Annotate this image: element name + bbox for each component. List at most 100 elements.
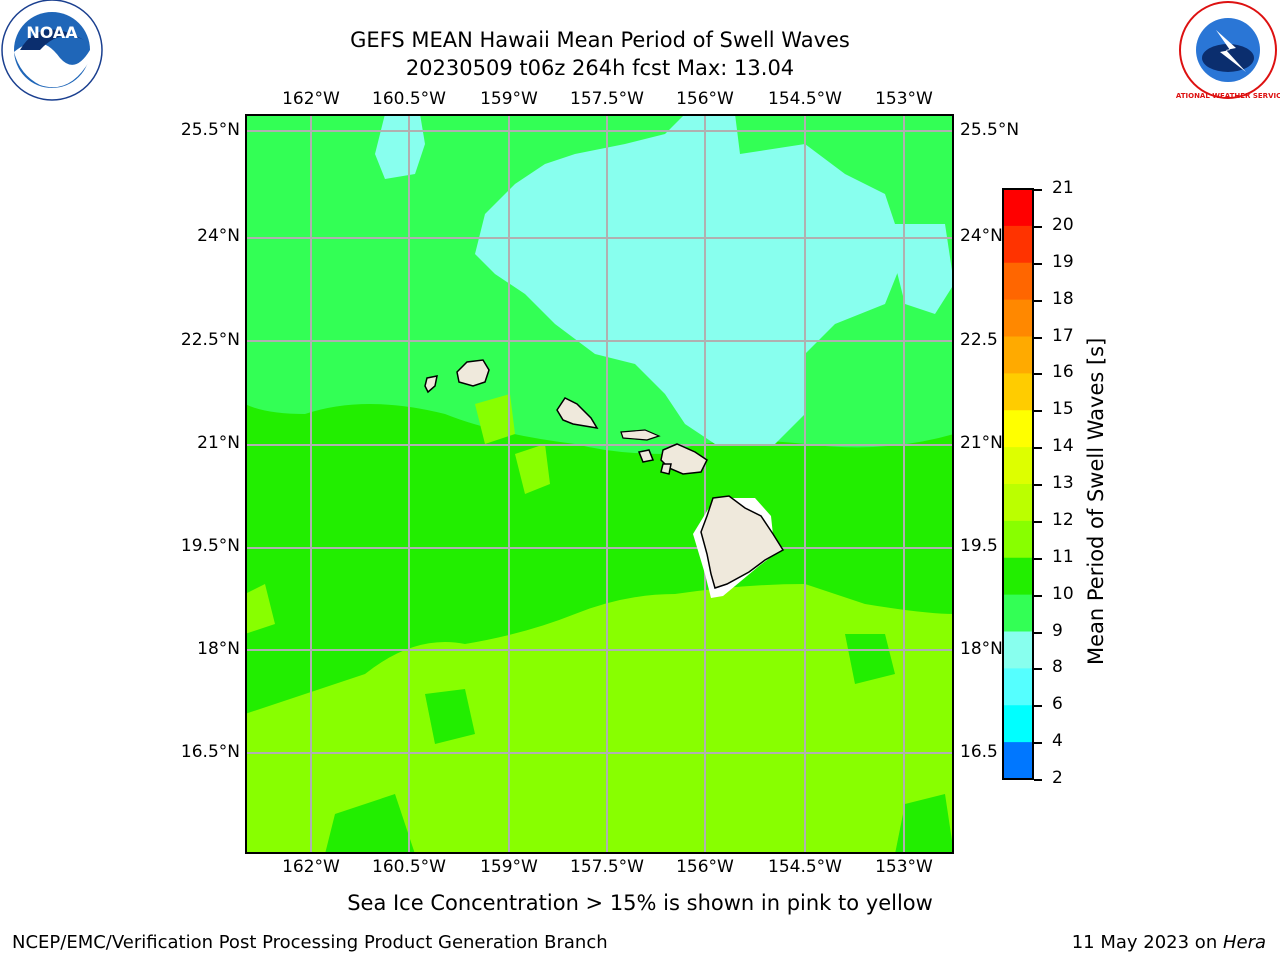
footer-date-text: 11 May 2023 on (1071, 932, 1223, 953)
lat-label-right: 22.5 (960, 330, 998, 350)
map-frame (245, 114, 954, 854)
lat-label-left: 22.5°N (180, 330, 240, 350)
colorbar-tick-label: 16 (1052, 362, 1074, 383)
colorbar-swatches (1003, 189, 1033, 780)
colorbar-tick-mark (1034, 779, 1042, 781)
colorbar-swatch (1003, 668, 1033, 706)
colorbar-tick-label: 18 (1052, 288, 1074, 309)
lat-label-right: 21°N (960, 433, 1003, 453)
colorbar-tick-mark (1034, 594, 1042, 597)
colorbar-tick-label: 13 (1052, 473, 1074, 493)
lon-label-bottom: 154.5°W (768, 857, 842, 877)
lon-label-bottom: 153°W (875, 857, 933, 877)
lat-label-right: 18°N (960, 639, 1003, 659)
period-12-13-region (245, 584, 954, 854)
footer-date: 11 May 2023 on Hera (1072, 932, 1266, 953)
lon-label-top: 156°W (676, 89, 734, 109)
colorbar-label: Mean Period of Swell Waves [s] (1084, 337, 1108, 665)
colorbar-swatch (1003, 299, 1033, 337)
lon-label-bottom: 156°W (676, 857, 734, 877)
colorbar-tick-label: 12 (1052, 509, 1074, 530)
colorbar-tick-label: 21 (1052, 178, 1074, 198)
lat-label-left: 16.5°N (180, 742, 240, 762)
colorbar-tick-label: 8 (1052, 657, 1063, 678)
map-gridlines (245, 114, 954, 854)
colorbar-swatch (1003, 373, 1033, 411)
lon-label-top: 157.5°W (570, 89, 644, 109)
lon-label-bottom: 162°W (282, 857, 340, 877)
colorbar-tick-mark (1034, 225, 1042, 228)
colorbar-swatch (1003, 410, 1033, 448)
map-canvas (245, 114, 954, 854)
colorbar-tick-mark (1034, 484, 1042, 486)
colorbar-swatch (1003, 594, 1033, 632)
lon-label-bottom: 159°W (480, 857, 538, 877)
colorbar-tick-label: 6 (1052, 694, 1063, 715)
colorbar-tick-label: 11 (1052, 546, 1074, 567)
island-niihau (424, 375, 438, 394)
colorbar-swatch (1003, 225, 1033, 264)
colorbar-tick-mark (1034, 262, 1042, 265)
colorbar-tick-mark (1034, 520, 1042, 523)
colorbar-tick-mark (1034, 299, 1042, 302)
colorbar-tick-mark (1034, 631, 1042, 634)
colorbar-swatch (1003, 336, 1033, 374)
nws-logo: NATIONAL WEATHER SERVICE (1170, 0, 1280, 104)
lat-label-left: 18°N (197, 639, 240, 659)
island-maui (660, 443, 708, 475)
colorbar-tick-label: 15 (1052, 399, 1074, 420)
period-9-10-region (475, 114, 905, 444)
colorbar-tick-label: 4 (1052, 731, 1063, 752)
colorbar-tick-label: 10 (1052, 583, 1074, 604)
hawaiian-islands (424, 359, 785, 598)
colorbar-swatch (1003, 742, 1033, 780)
colorbar-tick-mark (1034, 557, 1042, 560)
colorbar-swatch (1003, 557, 1033, 596)
island-kauai (456, 359, 490, 387)
map-panel (245, 114, 954, 854)
noaa-logo-text: NOAA (26, 23, 78, 42)
colorbar-tick-mark (1034, 373, 1042, 376)
lat-label-right: 19.5 (960, 536, 998, 556)
lat-label-left: 21°N (197, 433, 240, 453)
island-oahu (556, 397, 599, 430)
chart-title-line1: GEFS MEAN Hawaii Mean Period of Swell Wa… (350, 28, 850, 52)
lat-label-left: 25.5°N (180, 120, 240, 140)
colorbar-swatch (1003, 262, 1033, 301)
colorbar-tick-mark (1034, 705, 1042, 708)
lat-label-right: 16.5 (960, 742, 998, 762)
noaa-logo: NOAA (0, 0, 104, 104)
colorbar-tick-mark (1034, 742, 1042, 745)
lon-label-top: 154.5°W (768, 89, 842, 109)
lat-label-left: 24°N (197, 226, 240, 246)
lon-label-top: 153°W (875, 89, 933, 109)
colorbar-tick-label: 14 (1052, 436, 1074, 457)
lon-label-top: 162°W (282, 89, 340, 109)
nws-logo-text: NATIONAL WEATHER SERVICE (1176, 92, 1280, 100)
island-lanai (637, 449, 655, 463)
lat-label-right: 25.5°N (960, 120, 1020, 140)
colorbar-swatch (1003, 520, 1033, 559)
colorbar-swatch (1003, 631, 1033, 669)
sea-ice-caption: Sea Ice Concentration > 15% is shown in … (347, 891, 933, 915)
chart-title-line2: 20230509 t06z 264h fcst Max: 13.04 (405, 56, 795, 80)
colorbar-tick-mark (1034, 189, 1042, 191)
colorbar-tick-mark (1034, 336, 1042, 339)
lon-label-top: 160.5°W (372, 89, 446, 109)
colorbar-tick-label: 19 (1052, 251, 1074, 272)
footer-machine: Hera (1222, 932, 1266, 953)
lon-label-bottom: 160.5°W (372, 857, 446, 877)
lon-label-bottom: 157.5°W (570, 857, 644, 877)
lat-label-right: 24°N (960, 226, 1003, 246)
colorbar (1002, 188, 1034, 780)
colorbar-tick-mark (1034, 668, 1042, 671)
colorbar-tick-label: 2 (1052, 768, 1063, 788)
footer-branch: NCEP/EMC/Verification Post Processing Pr… (12, 932, 608, 953)
lon-label-top: 159°W (480, 89, 538, 109)
colorbar-tick-label: 20 (1052, 214, 1074, 235)
colorbar-swatch (1003, 447, 1033, 485)
colorbar-tick-label: 17 (1052, 325, 1074, 346)
colorbar-tick-mark (1034, 447, 1042, 450)
colorbar-tick-label: 9 (1052, 620, 1063, 641)
colorbar-swatch (1003, 705, 1033, 743)
